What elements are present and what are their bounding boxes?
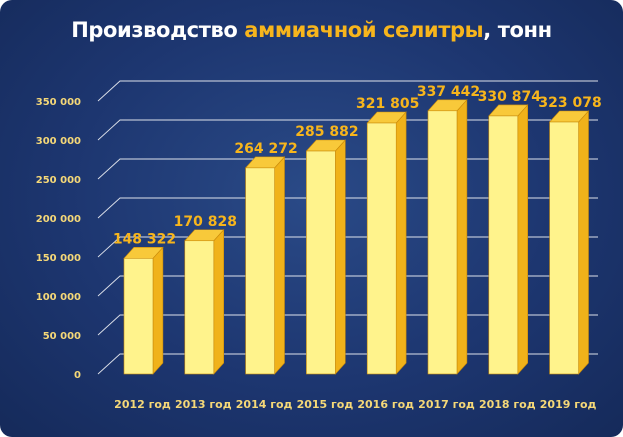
bar-side: [456, 99, 468, 375]
y-tick-label: 50 000: [43, 331, 81, 342]
y-tick-label: 250 000: [36, 175, 81, 186]
bar: [123, 246, 164, 375]
bar-front: [245, 167, 275, 375]
bar: [305, 139, 346, 375]
y-tick-label: 100 000: [36, 292, 81, 303]
x-tick-label: 2012 год: [114, 398, 171, 411]
data-label: 264 272: [234, 141, 297, 157]
data-label: 170 828: [174, 214, 237, 230]
y-tick-label: 200 000: [36, 214, 81, 225]
bar: [427, 99, 468, 375]
data-label: 330 874: [478, 89, 542, 105]
bar-side: [335, 139, 346, 375]
bar: [366, 111, 407, 375]
bar: [184, 228, 225, 375]
data-label: 285 882: [295, 124, 358, 140]
x-tick-label: 2016 год: [357, 398, 414, 411]
bar-side: [517, 104, 529, 375]
gridline: [97, 80, 598, 102]
title-part-2: аммиачной селитры: [244, 18, 484, 42]
y-tick-label: 350 000: [36, 97, 81, 108]
bar: [548, 110, 590, 375]
bar-front: [184, 240, 215, 375]
bar-side: [213, 228, 224, 375]
x-tick-label: 2019 год: [540, 398, 597, 411]
title-part-1: Производство: [71, 18, 245, 42]
bar: [244, 156, 286, 375]
bar-front: [427, 110, 458, 375]
bar-side: [274, 156, 285, 375]
chart-title: Производство аммиачной селитры, тонн: [0, 18, 623, 42]
bar-side: [395, 111, 407, 375]
y-tick-label: 300 000: [36, 136, 81, 147]
y-tick-label: 150 000: [36, 253, 81, 264]
bar-front: [366, 122, 397, 375]
data-label: 337 442: [417, 84, 480, 100]
bar-front: [488, 115, 519, 375]
x-axis-labels: 2012 год 2013 год 2014 год 2015 год 2016 год…: [114, 398, 596, 411]
x-tick-label: 2015 год: [297, 398, 354, 411]
data-label: 321 805: [356, 96, 419, 112]
bars: [123, 99, 590, 375]
bar: [488, 104, 529, 375]
x-tick-label: 2018 год: [479, 398, 536, 411]
x-tick-label: 2014 год: [236, 398, 293, 411]
title-part-3: , тонн: [483, 18, 552, 42]
bar-front: [549, 121, 579, 375]
data-label: 323 078: [538, 95, 601, 111]
x-tick-label: 2017 год: [418, 398, 475, 411]
data-label: 148 322: [113, 231, 176, 247]
y-axis-ticks: 0 50 000 100 000 150 000 200 000 250 000 300 0…: [36, 97, 81, 381]
bar-front: [123, 258, 154, 375]
bar-side: [152, 246, 164, 375]
x-tick-label: 2013 год: [175, 398, 232, 411]
y-tick-label: 0: [74, 370, 81, 381]
bar-front: [306, 150, 336, 375]
bar-side: [578, 110, 589, 375]
